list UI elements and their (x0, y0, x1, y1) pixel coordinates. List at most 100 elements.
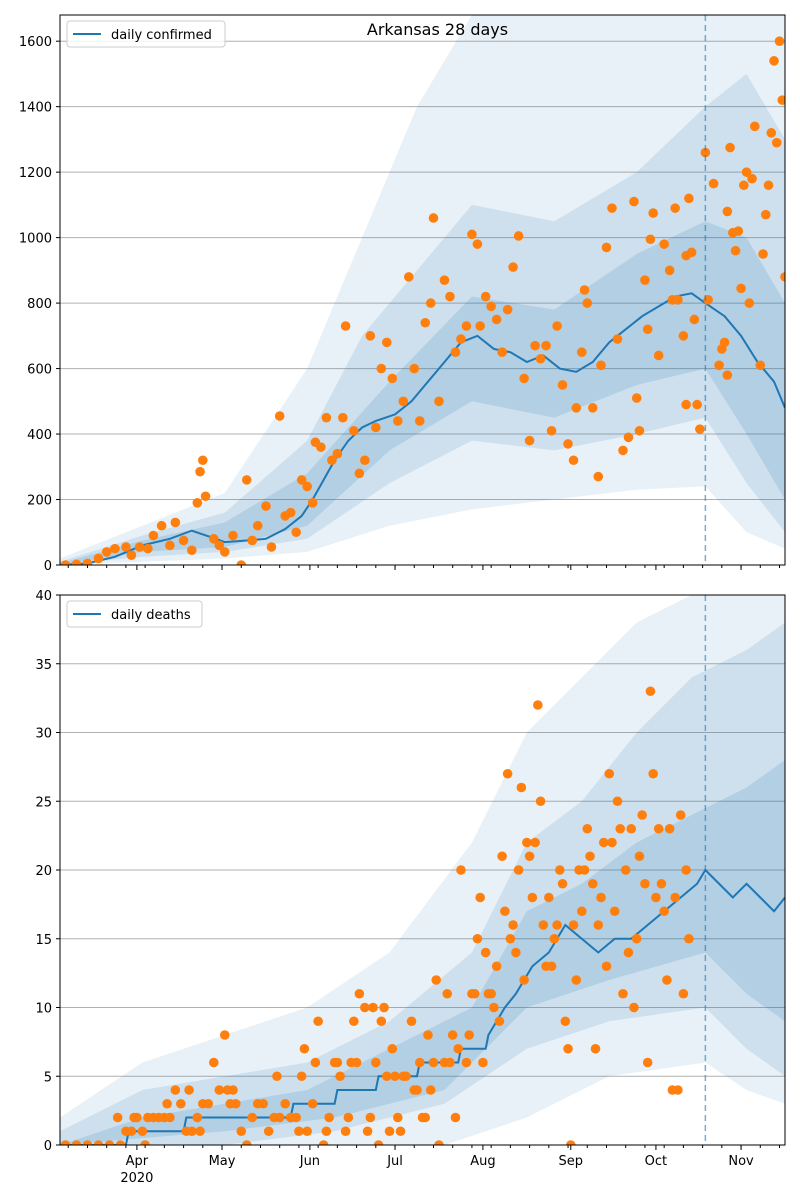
data-point-143 (579, 865, 590, 875)
data-point-74 (381, 1071, 392, 1082)
data-point-109 (486, 988, 496, 999)
data-point-35 (236, 1126, 247, 1137)
data-point-57 (420, 317, 431, 328)
data-point-43 (340, 321, 351, 331)
data-point-4 (104, 1140, 115, 1145)
data-point-23 (187, 1126, 197, 1137)
data-point-93 (601, 242, 612, 253)
data-point-67 (362, 1126, 373, 1137)
data-point-59 (335, 1071, 345, 1082)
x-tick-label-2: Jun (299, 1154, 320, 1169)
data-point-49 (299, 1043, 310, 1054)
data-point-55 (409, 363, 420, 374)
data-point-55 (321, 1126, 332, 1137)
y-tick-label-2: 400 (27, 428, 52, 443)
data-point-91 (431, 975, 442, 985)
data-point-166 (642, 1057, 653, 1068)
data-point-142 (780, 272, 785, 282)
data-point-100 (461, 1057, 472, 1068)
data-point-30 (274, 411, 285, 421)
data-point-143 (744, 298, 755, 308)
data-point-133 (552, 920, 562, 930)
band-inner (60, 760, 785, 1145)
data-point-52 (392, 416, 403, 426)
data-point-132 (749, 121, 760, 132)
data-point-51 (387, 373, 398, 384)
data-point-40 (327, 455, 337, 466)
data-point-67 (472, 239, 483, 249)
data-point-28 (208, 1057, 219, 1068)
data-point-125 (530, 837, 540, 848)
data-point-6 (121, 542, 131, 552)
data-point-136 (763, 180, 774, 191)
data-point-120 (708, 178, 719, 189)
data-point-157 (618, 988, 628, 999)
data-point-34 (296, 475, 307, 485)
data-point-115 (502, 768, 513, 779)
data-point-71 (373, 1140, 384, 1145)
data-point-139 (568, 920, 579, 930)
data-point-152 (604, 768, 615, 779)
deaths-panel: 0 5 10 15 20 25 30 35 40 Apr May Jun Jul Aug Sep Oct Nov… (35, 589, 786, 1186)
chart-title: Arkansas 28 days (367, 20, 508, 39)
y-tick-label-7: 35 (35, 658, 52, 673)
data-point-75 (513, 231, 524, 241)
data-point-138 (565, 1140, 576, 1145)
data-point-170 (653, 823, 664, 834)
y-tick-label-8: 1600 (19, 35, 52, 50)
data-point-32 (285, 507, 296, 518)
data-point-27 (252, 520, 263, 531)
data-point-36 (307, 497, 318, 508)
data-point-115 (689, 314, 700, 325)
data-point-83 (557, 380, 568, 390)
data-point-100 (634, 425, 645, 436)
data-point-90 (428, 1057, 439, 1068)
data-point-105 (653, 350, 664, 361)
data-point-78 (530, 340, 540, 351)
data-point-36 (241, 1140, 252, 1145)
year-label: 2020 (120, 1171, 153, 1186)
data-point-26 (247, 535, 258, 546)
data-point-142 (576, 906, 587, 917)
data-point-3 (93, 553, 104, 564)
data-point-4 (101, 547, 112, 557)
data-point-130 (741, 167, 752, 177)
data-point-110 (673, 295, 683, 305)
data-point-169 (651, 892, 661, 903)
data-point-129 (739, 180, 749, 191)
data-point-124 (527, 892, 538, 903)
data-point-5 (110, 543, 120, 554)
data-point-168 (648, 768, 658, 779)
data-point-113 (684, 193, 694, 204)
y-tick-label-5: 1000 (19, 232, 52, 247)
data-point-122 (522, 837, 532, 848)
data-point-77 (390, 1071, 400, 1082)
data-point-3 (93, 1140, 104, 1145)
data-point-42 (338, 412, 348, 423)
data-point-10 (132, 1112, 142, 1123)
data-point-59 (428, 213, 439, 223)
data-point-121 (519, 975, 529, 985)
data-point-34 (230, 1098, 241, 1109)
data-point-16 (192, 497, 203, 508)
data-point-165 (640, 878, 650, 889)
data-point-172 (659, 906, 669, 917)
data-point-89 (425, 1085, 436, 1095)
data-point-156 (615, 823, 626, 834)
y-tick-label-4: 20 (35, 864, 52, 879)
data-point-25 (195, 1126, 205, 1137)
data-point-140 (774, 36, 785, 46)
data-point-41 (332, 448, 343, 459)
data-point-60 (340, 1126, 351, 1137)
data-point-136 (560, 1016, 571, 1027)
data-point-178 (675, 810, 686, 820)
data-point-35 (302, 481, 312, 492)
data-point-117 (695, 424, 705, 434)
data-point-13 (170, 517, 181, 528)
data-point-112 (494, 1016, 505, 1027)
data-point-10 (148, 530, 159, 541)
legend-box (66, 600, 203, 628)
data-point-24 (192, 1112, 203, 1123)
data-point-46 (360, 455, 370, 466)
